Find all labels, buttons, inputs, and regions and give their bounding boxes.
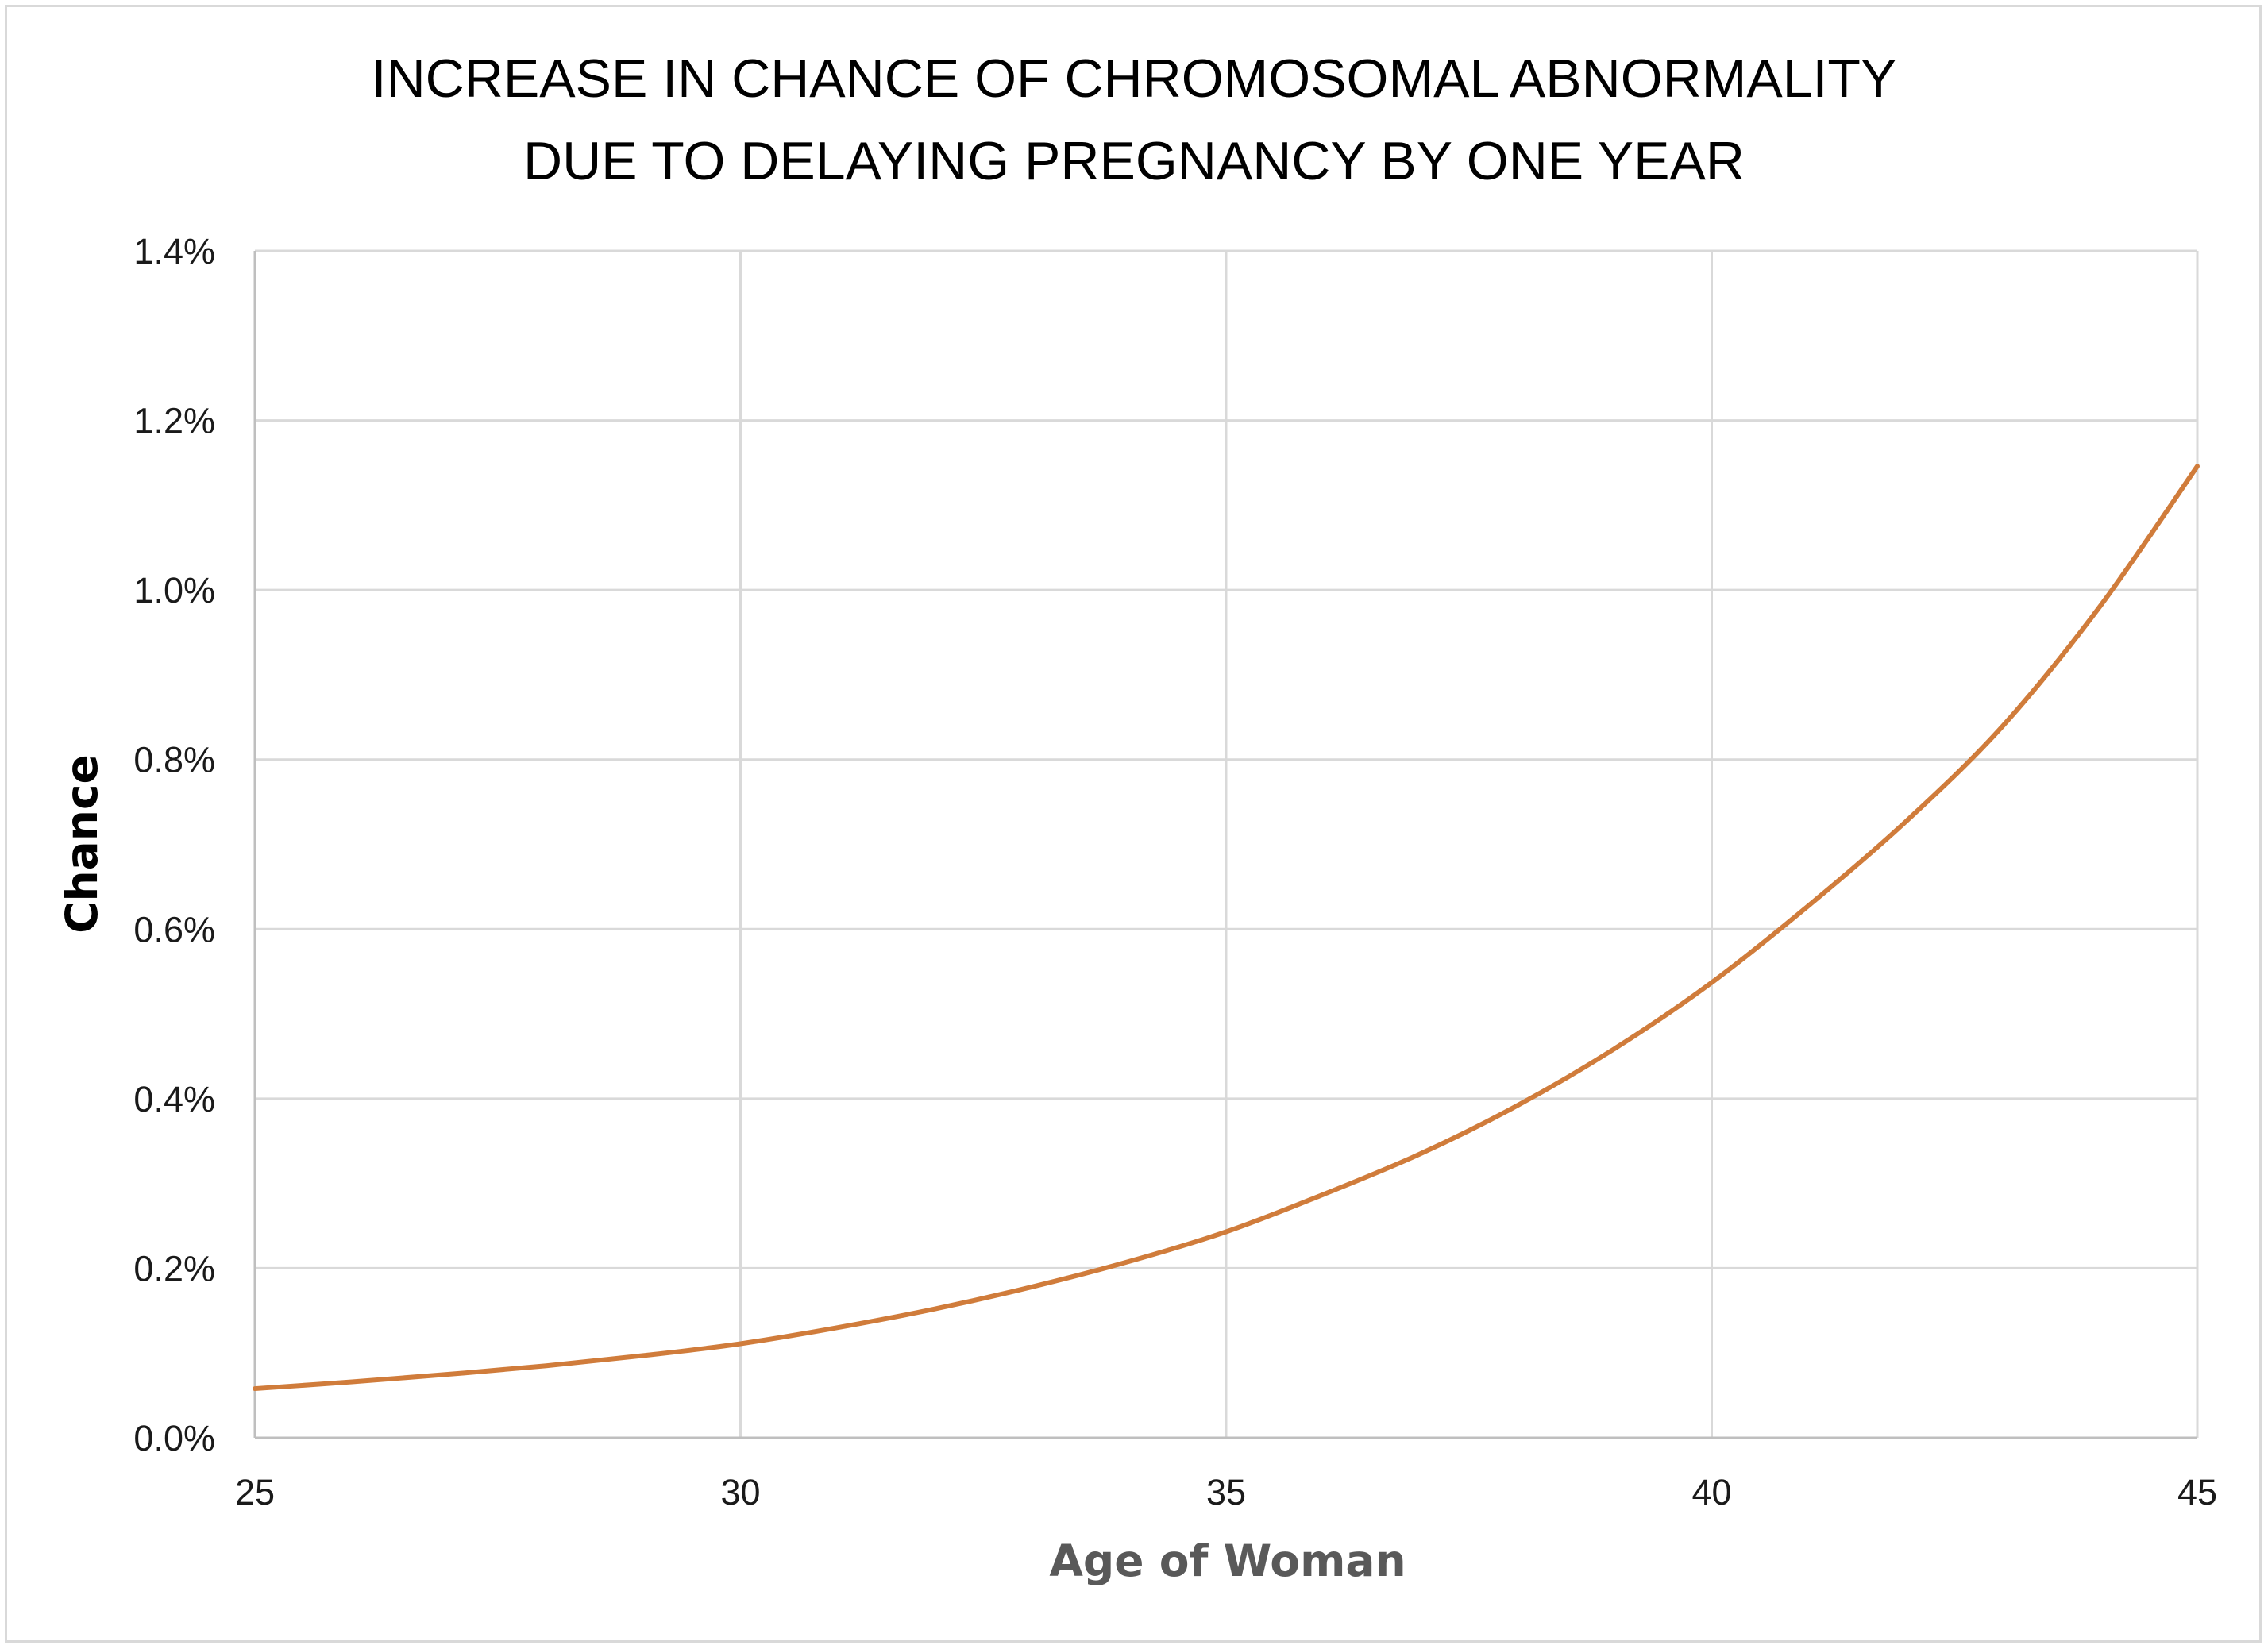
chart-title-line-2: DUE TO DELAYING PREGNANCY BY ONE YEAR [523, 131, 1745, 191]
x-tick-label: 35 [1206, 1472, 1246, 1512]
chart-frame [5, 5, 2262, 1643]
y-tick-label: 0.6% [133, 909, 215, 950]
chart-title: INCREASE IN CHANCE OF CHROMOSOMAL ABNORM… [372, 48, 1897, 191]
gridlines [253, 249, 2199, 1438]
y-tick-label: 1.0% [133, 570, 215, 611]
y-tick-label: 0.0% [133, 1418, 215, 1458]
axes [253, 251, 2197, 1439]
y-tick-label: 0.8% [133, 740, 215, 780]
series-layer [253, 464, 2200, 1392]
y-tick-label: 1.4% [133, 231, 215, 272]
y-axis-tick-labels: 0.0% 0.2% 0.4% 0.6% 0.8% 1.0% 1.2% 1.4% [133, 231, 215, 1458]
y-axis-title: Chance [56, 754, 107, 934]
x-tick-label: 45 [2177, 1472, 2217, 1512]
y-tick-label: 1.2% [133, 401, 215, 441]
y-tick-label: 0.4% [133, 1079, 215, 1119]
x-axis-title: Age of Woman [1049, 1535, 1406, 1586]
x-axis-tick-labels: 25 30 35 40 45 [235, 1472, 2217, 1512]
chart-title-line-1: INCREASE IN CHANCE OF CHROMOSOMAL ABNORM… [372, 48, 1897, 109]
series-line [253, 464, 2200, 1392]
x-tick-label: 30 [720, 1472, 760, 1512]
x-tick-label: 25 [235, 1472, 275, 1512]
x-tick-label: 40 [1691, 1472, 1731, 1512]
y-tick-label: 0.2% [133, 1248, 215, 1289]
